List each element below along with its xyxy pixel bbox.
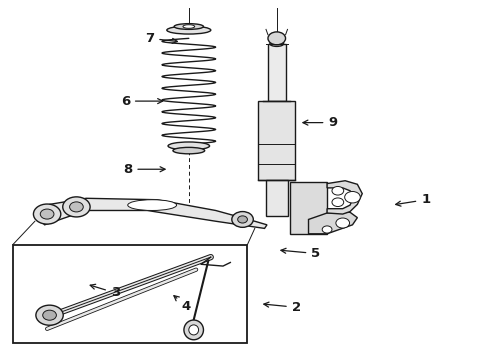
Ellipse shape xyxy=(183,25,195,28)
Circle shape xyxy=(36,305,63,325)
Text: 9: 9 xyxy=(303,116,338,129)
Bar xyxy=(13,244,247,343)
Bar xyxy=(290,182,327,234)
Ellipse shape xyxy=(173,147,205,154)
Polygon shape xyxy=(327,181,362,214)
Bar xyxy=(268,44,286,101)
Bar xyxy=(258,101,295,180)
Circle shape xyxy=(336,218,349,228)
Circle shape xyxy=(33,204,61,224)
Ellipse shape xyxy=(168,142,210,150)
Circle shape xyxy=(268,32,286,45)
Text: 3: 3 xyxy=(90,284,120,300)
Polygon shape xyxy=(40,198,267,228)
Circle shape xyxy=(63,197,90,217)
Circle shape xyxy=(332,186,343,195)
Ellipse shape xyxy=(270,41,284,46)
Circle shape xyxy=(238,216,247,223)
Text: 7: 7 xyxy=(145,32,177,45)
Ellipse shape xyxy=(174,24,203,30)
Circle shape xyxy=(43,310,56,320)
Text: 4: 4 xyxy=(174,296,191,313)
Ellipse shape xyxy=(167,26,211,34)
Ellipse shape xyxy=(184,320,203,340)
Circle shape xyxy=(332,198,343,207)
Circle shape xyxy=(344,192,360,203)
Text: 8: 8 xyxy=(123,163,165,176)
Text: 1: 1 xyxy=(396,193,430,206)
Ellipse shape xyxy=(189,325,198,335)
Circle shape xyxy=(232,212,253,227)
Ellipse shape xyxy=(128,200,176,211)
Circle shape xyxy=(322,226,332,233)
Polygon shape xyxy=(309,212,357,234)
Text: 5: 5 xyxy=(281,247,320,260)
Text: 6: 6 xyxy=(121,95,163,108)
Text: 2: 2 xyxy=(264,301,301,314)
Bar xyxy=(266,180,288,216)
Circle shape xyxy=(70,202,83,212)
Circle shape xyxy=(40,209,54,219)
